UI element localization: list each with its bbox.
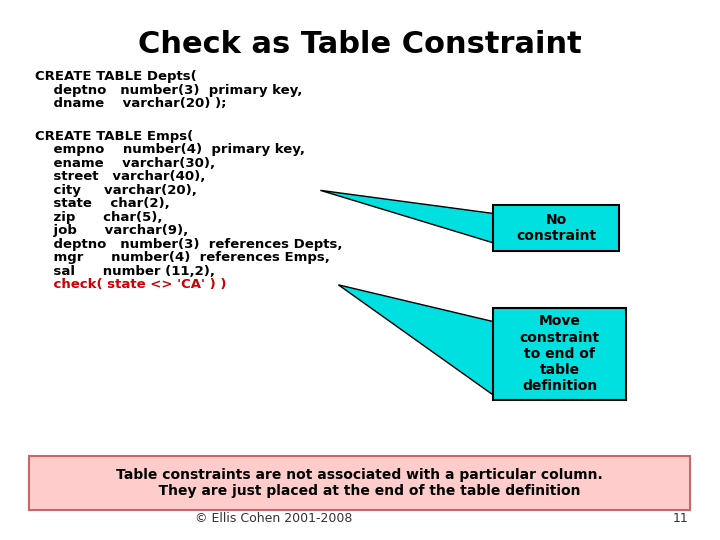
Text: mgr      number(4)  references Emps,: mgr number(4) references Emps, — [35, 251, 330, 264]
Text: Table constraints are not associated with a particular column.
    They are just: Table constraints are not associated wit… — [116, 468, 603, 498]
Text: deptno   number(3)  primary key,: deptno number(3) primary key, — [35, 84, 302, 97]
Text: No
constraint: No constraint — [516, 213, 596, 243]
Text: deptno   number(3)  references Depts,: deptno number(3) references Depts, — [35, 238, 342, 251]
Text: empno    number(4)  primary key,: empno number(4) primary key, — [35, 143, 305, 156]
Text: street   varchar(40),: street varchar(40), — [35, 170, 205, 183]
FancyBboxPatch shape — [493, 205, 619, 251]
FancyBboxPatch shape — [29, 456, 690, 510]
Text: zip      char(5),: zip char(5), — [35, 211, 162, 224]
Text: sal      number (11,2),: sal number (11,2), — [35, 265, 215, 278]
Text: job      varchar(9),: job varchar(9), — [35, 224, 188, 237]
Text: © Ellis Cohen 2001-2008: © Ellis Cohen 2001-2008 — [195, 512, 352, 525]
Text: CREATE TABLE Depts(: CREATE TABLE Depts( — [35, 70, 197, 83]
Text: Move
constraint
to end of
table
definition: Move constraint to end of table definiti… — [520, 314, 600, 393]
Text: check( state <> 'CA' ) ): check( state <> 'CA' ) ) — [35, 278, 226, 291]
FancyBboxPatch shape — [493, 308, 626, 400]
Text: CREATE TABLE Emps(: CREATE TABLE Emps( — [35, 130, 193, 143]
Text: ename    varchar(30),: ename varchar(30), — [35, 157, 215, 170]
Polygon shape — [338, 285, 493, 395]
Text: state    char(2),: state char(2), — [35, 197, 169, 210]
Text: 11: 11 — [672, 512, 688, 525]
Text: Check as Table Constraint: Check as Table Constraint — [138, 30, 582, 59]
Text: dname    varchar(20) );: dname varchar(20) ); — [35, 97, 226, 110]
Text: city     varchar(20),: city varchar(20), — [35, 184, 197, 197]
Polygon shape — [320, 190, 493, 243]
